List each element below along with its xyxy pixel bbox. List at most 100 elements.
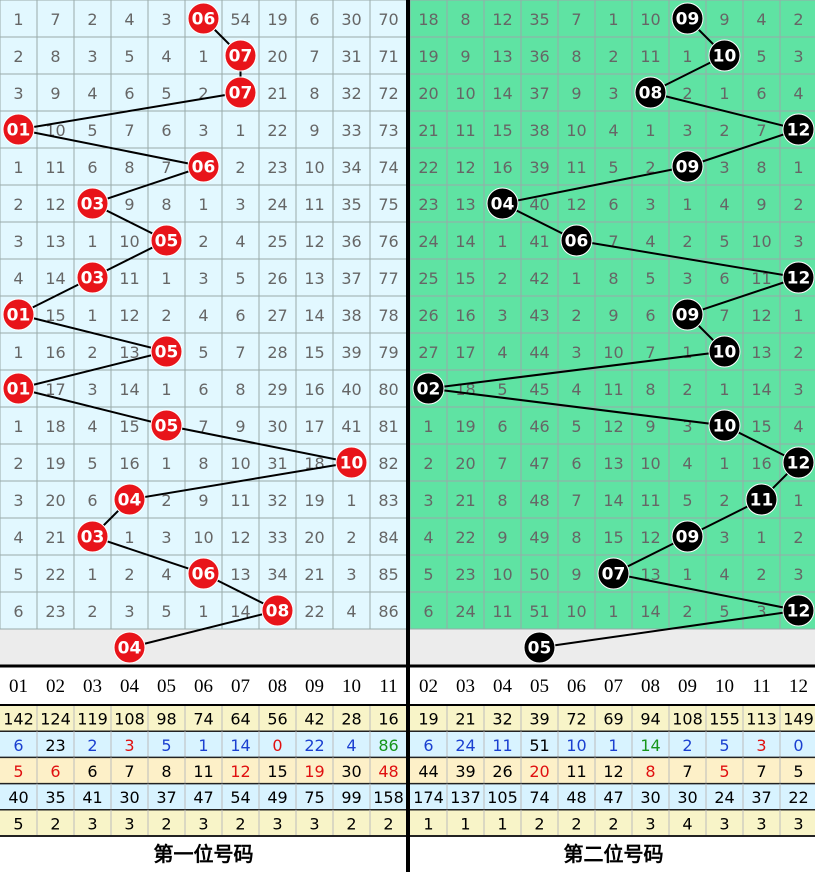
grid-background	[410, 0, 815, 629]
cell-number: 7	[50, 10, 60, 29]
cell-number: 16	[45, 343, 65, 362]
cell-number: 5	[161, 84, 171, 103]
stat-number: 48	[378, 762, 398, 781]
cell-number: 9	[235, 417, 245, 436]
column-header: 09	[678, 676, 697, 697]
stat-number: 3	[124, 736, 134, 755]
cell-number: 20	[418, 84, 438, 103]
cell-number: 7	[571, 491, 581, 510]
cell-number: 21	[455, 491, 475, 510]
cell-number: 34	[341, 158, 361, 177]
stat-number: 108	[672, 710, 703, 729]
cell-number: 14	[45, 269, 65, 288]
cell-number: 14	[751, 380, 771, 399]
cell-number: 2	[756, 565, 766, 584]
column-header: 08	[268, 676, 287, 697]
cell-number: 32	[341, 84, 361, 103]
stat-number: 47	[193, 788, 213, 807]
stat-number: 0	[272, 736, 282, 755]
cell-number: 14	[492, 84, 512, 103]
column-header: 02	[46, 676, 65, 697]
ball-number: 05	[155, 343, 179, 363]
ball	[150, 409, 183, 442]
cell-number: 3	[793, 565, 803, 584]
cell-number: 41	[529, 232, 549, 251]
stat-number: 2	[50, 814, 60, 833]
cell-number: 19	[267, 10, 287, 29]
cell-number: 4	[87, 84, 97, 103]
cell-number: 3	[87, 380, 97, 399]
cell-number: 6	[608, 195, 618, 214]
stats-row	[410, 705, 815, 732]
stat-number: 14	[640, 736, 660, 755]
cell-number: 12	[566, 195, 586, 214]
ball-number: 11	[750, 491, 774, 511]
cell-number: 23	[455, 565, 475, 584]
ball-number: 07	[229, 84, 253, 104]
cell-number: 4	[13, 528, 23, 547]
cell-number: 3	[423, 491, 433, 510]
stat-number: 11	[193, 762, 213, 781]
cell-number: 23	[45, 602, 65, 621]
cell-number: 13	[751, 343, 771, 362]
column-header: 04	[493, 676, 513, 697]
ball	[671, 298, 704, 331]
cell-number: 21	[267, 84, 287, 103]
stats-row	[0, 783, 407, 810]
cell-number: 4	[124, 10, 134, 29]
cell-number: 16	[119, 454, 139, 473]
cell-number: 5	[161, 602, 171, 621]
cell-number: 1	[719, 380, 729, 399]
stat-number: 3	[198, 814, 208, 833]
cell-number: 2	[682, 380, 692, 399]
header-row	[410, 666, 815, 705]
cell-number: 1	[719, 454, 729, 473]
stat-number: 24	[714, 788, 734, 807]
cell-number: 11	[640, 47, 660, 66]
stat-number: 56	[267, 710, 287, 729]
prediction-row	[0, 629, 407, 666]
cell-number: 3	[682, 417, 692, 436]
cell-number: 6	[423, 602, 433, 621]
stat-number: 2	[534, 814, 544, 833]
cell-number: 1	[13, 343, 23, 362]
ball-number: 12	[787, 602, 811, 622]
ball	[2, 298, 35, 331]
stat-number: 3	[272, 814, 282, 833]
cell-number: 7	[235, 343, 245, 362]
cell-number: 15	[45, 306, 65, 325]
stat-number: 10	[566, 736, 586, 755]
ball	[187, 557, 220, 590]
stat-number: 5	[793, 762, 803, 781]
ball	[224, 76, 257, 109]
cell-number: 7	[571, 10, 581, 29]
stat-number: 44	[418, 762, 438, 781]
cell-number: 8	[756, 158, 766, 177]
cell-number: 15	[304, 343, 324, 362]
cell-number: 1	[682, 195, 692, 214]
cell-number: 4	[793, 84, 803, 103]
stat-number: 11	[566, 762, 586, 781]
stats-row	[410, 731, 815, 758]
cell-number: 9	[124, 195, 134, 214]
stat-number: 99	[341, 788, 361, 807]
stat-number: 14	[230, 736, 250, 755]
cell-number: 7	[756, 121, 766, 140]
cell-number: 9	[756, 195, 766, 214]
ball	[113, 483, 146, 516]
cell-number: 9	[571, 84, 581, 103]
cell-number: 14	[603, 491, 623, 510]
column-header: 01	[9, 676, 28, 697]
cell-number: 6	[124, 84, 134, 103]
cell-number: 1	[719, 84, 729, 103]
cell-number: 15	[603, 528, 623, 547]
cell-number: 3	[682, 269, 692, 288]
cell-number: 19	[45, 454, 65, 473]
cell-number: 2	[87, 10, 97, 29]
cell-number: 1	[161, 380, 171, 399]
stat-number: 22	[788, 788, 808, 807]
cell-number: 72	[378, 84, 398, 103]
column-header: 11	[379, 676, 397, 697]
cell-number: 5	[124, 47, 134, 66]
cell-number: 9	[571, 565, 581, 584]
